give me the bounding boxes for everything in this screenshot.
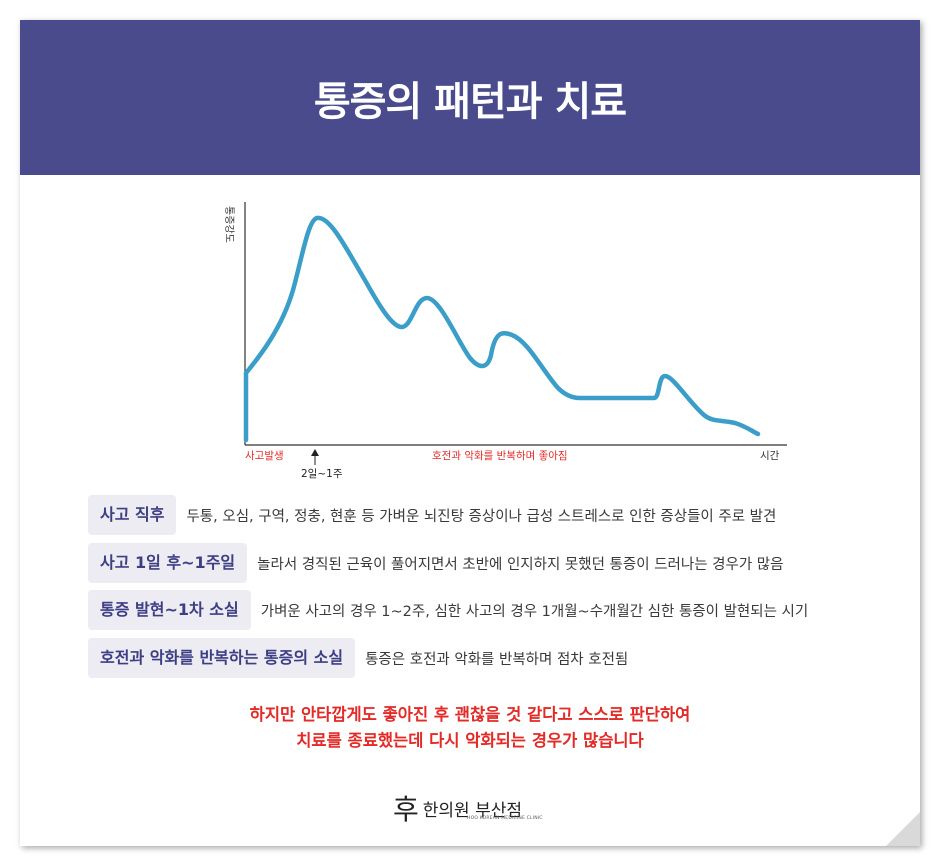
stage-row-2: 사고 1일 후~1주일 놀라서 경직된 근육이 풀어지면서 초반에 인지하지 못…: [88, 543, 784, 583]
warning-line-2: 치료를 종료했는데 다시 악화되는 경우가 많습니다: [296, 731, 644, 750]
pain-curve: [243, 215, 761, 443]
page-title: 통증의 패턴과 치료: [313, 78, 627, 125]
stage-row-3: 통증 발현~1차 소실 가벼운 사고의 경우 1~2주, 심한 사고의 경우 1…: [88, 590, 809, 630]
stage-description: 놀라서 경직된 근육이 풀어지면서 초반에 인지하지 못했던 통증이 드러나는 …: [257, 556, 784, 573]
infographic-card: 통증의 패턴과 치료 통증강도 사고발생 2일~1주 호전과 악화를 반복하며 …: [20, 20, 920, 846]
warning-line-1: 하지만 안타깝게도 좋아진 후 괜찮을 것 같다고 스스로 판단하여: [249, 705, 691, 724]
stage-description: 가벼운 사고의 경우 1~2주, 심한 사고의 경우 1개월~수개월간 심한 통…: [260, 603, 809, 620]
stage-label: 사고 1일 후~1주일: [88, 543, 248, 583]
stage-description: 두통, 오심, 구역, 정충, 현훈 등 가벼운 뇌진탕 증상이나 급성 스트레…: [186, 508, 777, 525]
x-annotation-start: 사고발생: [245, 450, 284, 462]
stage-label: 사고 직후: [88, 495, 177, 535]
warning-message: 하지만 안타깝게도 좋아진 후 괜찮을 것 같다고 스스로 판단하여 치료를 종…: [20, 702, 920, 754]
y-axis-label: 통증강도: [223, 206, 235, 243]
stage-description: 통증은 호전과 악화를 반복하며 점차 호전됨: [365, 651, 629, 668]
stage-row-1: 사고 직후 두통, 오심, 구역, 정충, 현훈 등 가벼운 뇌진탕 증상이나 …: [88, 495, 777, 535]
stage-label: 통증 발현~1차 소실: [88, 590, 251, 630]
title-banner: 통증의 패턴과 치료: [20, 20, 920, 175]
stage-row-4: 호전과 악화를 반복하는 통증의 소실 통증은 호전과 악화를 반복하며 점차 …: [88, 638, 629, 678]
marker-arrow-head: [311, 449, 319, 456]
x-annotation-marker: 2일~1주: [301, 467, 343, 480]
x-axis-label: 시간: [760, 450, 780, 462]
clinic-logo: 후 한의원 부산점 HOO KOREAN MEDICINE CLINIC: [393, 788, 542, 828]
logo-subtitle: HOO KOREAN MEDICINE CLINIC: [467, 816, 543, 821]
page-curl-corner: [886, 812, 920, 846]
x-annotation-middle: 호전과 악화를 반복하며 좋아짐: [432, 449, 568, 462]
stage-label: 호전과 악화를 반복하는 통증의 소실: [88, 638, 356, 678]
logo-name: 한의원 부산점: [422, 800, 523, 821]
pain-pattern-chart: 통증강도 사고발생 2일~1주 호전과 악화를 반복하며 좋아짐 시간: [223, 202, 787, 480]
logo-mark: 후: [393, 793, 419, 826]
